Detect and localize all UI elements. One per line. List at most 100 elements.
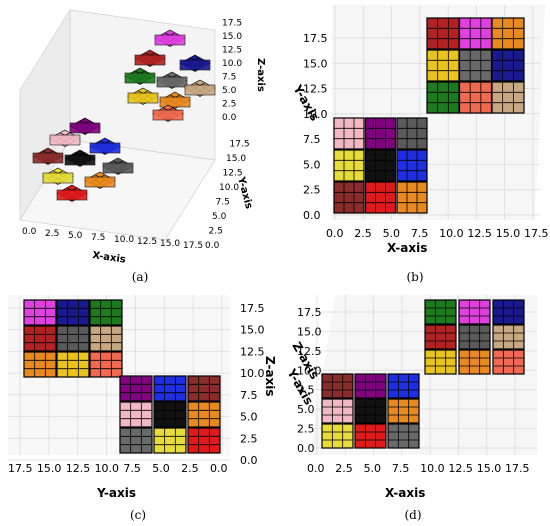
panel-d-x-tick: 2.5 xyxy=(335,462,353,475)
panel-b-x-ticks: 0.0 2.5 5.0 7.5 10.0 12.5 15.0 17.5 xyxy=(326,227,549,240)
panel-c-cube xyxy=(56,299,90,326)
panel-c-x-ticks: 17.5 15.0 12.5 10.0 7.5 5.0 2.5 0.0 xyxy=(8,462,228,475)
panel-d-y-tick: 12.5 xyxy=(297,345,322,358)
panel-d-cube xyxy=(458,299,491,325)
caption-d: (d) xyxy=(404,508,422,522)
panel-d-cube xyxy=(458,349,491,375)
panel-a-cube xyxy=(102,157,134,175)
panel-d-cube xyxy=(492,324,525,350)
panel-c-cube xyxy=(153,375,187,402)
panel-c-x-tick: 12.5 xyxy=(66,462,91,475)
panel-d-xlabel: X-axis xyxy=(385,486,425,500)
panel-d: 0.0 2.5 5.0 7.5 10.0 12.5 15.0 17.5 0.0 2.5 5.0 7.… xyxy=(275,290,550,500)
caption-a: (a) xyxy=(131,270,149,284)
panel-b-cube xyxy=(426,17,460,50)
panel-a-cube xyxy=(184,79,216,97)
panel-d-cubes xyxy=(321,299,525,449)
panel-d-cube xyxy=(458,324,491,350)
panel-a-cube xyxy=(32,147,64,165)
panel-a-cube xyxy=(56,184,88,202)
panel-c-cube xyxy=(56,351,90,378)
panel-b-cube xyxy=(458,81,493,114)
panel-d-cube xyxy=(321,373,354,399)
panel-d-y-ticks: 0.0 2.5 5.0 7.5 10.0 12.5 15.0 17.5 xyxy=(297,306,322,455)
panel-d-cube xyxy=(354,423,387,449)
panel-d-cube xyxy=(424,349,457,375)
panel-b-y-tick: 12.5 xyxy=(303,83,328,96)
panel-a-z-tick: 15.0 xyxy=(222,32,242,42)
panel-c-z-tick: 0.0 xyxy=(240,454,258,467)
panel-a-cube xyxy=(84,171,116,189)
panel-a-cube xyxy=(156,71,188,89)
panel-d-cube xyxy=(492,349,525,375)
panel-c-cubes xyxy=(23,299,221,454)
panel-d-cube xyxy=(492,299,525,325)
panel-a-z-tick: 12.5 xyxy=(222,46,242,56)
panel-a-z-tick: 0.0 xyxy=(222,113,237,123)
panel-c-cube xyxy=(187,375,221,402)
panel-a-y-tick: 2.5 xyxy=(209,227,223,237)
panel-a-z-tick: 5.0 xyxy=(222,86,237,96)
panel-c-plot: 0.02.55.07.510.012.515.017.5 17.5 15.0 12.… xyxy=(8,295,277,500)
panel-c-cube xyxy=(56,325,90,352)
panel-a-y-tick: 5.0 xyxy=(212,212,227,222)
panel-c-cube xyxy=(119,401,153,428)
panel-c-zlabel: Z-axis xyxy=(263,356,275,397)
panel-b-x-tick: 10.0 xyxy=(439,227,464,240)
panel-c-x-tick: 7.5 xyxy=(123,462,141,475)
panel-d-x-ticks: 0.0 2.5 5.0 7.5 10.0 12.5 15.0 17.5 xyxy=(307,462,530,475)
panel-c-z-tick: 17.5 xyxy=(240,302,265,315)
panel-a: Z-axis Y-axis X-axis 0.0 2.5 5.0 7.5 10.0 12.… xyxy=(0,0,275,266)
panel-d-x-tick: 15.0 xyxy=(477,462,502,475)
panel-d-cube xyxy=(354,373,387,399)
panel-b-cube xyxy=(426,49,460,82)
panel-c-z-tick: 12.5 xyxy=(240,345,265,358)
panel-a-y-tick: 0.0 xyxy=(205,241,220,251)
panel-a-cube xyxy=(134,49,166,67)
panel-d-y-tick: 15.0 xyxy=(297,325,322,338)
panel-a-cube xyxy=(69,117,101,135)
panel-d-x-tick: 7.5 xyxy=(392,462,410,475)
panel-a-x-tick: 7.5 xyxy=(91,233,105,243)
panel-b-cube xyxy=(364,117,397,150)
panel-b-x-tick: 17.5 xyxy=(524,227,549,240)
panel-d-y-tick: 5.0 xyxy=(297,403,315,416)
panel-b-x-tick: 12.5 xyxy=(467,227,492,240)
panel-a-cube xyxy=(159,91,191,109)
panel-a-xlabel: X-axis xyxy=(92,250,127,265)
panel-a-cube xyxy=(124,67,156,85)
panel-a-x-tick: 12.5 xyxy=(137,237,157,247)
panel-c-z-tick: 10.0 xyxy=(240,367,265,380)
panel-b-y-tick: 5.0 xyxy=(303,158,321,171)
panel-d-cube xyxy=(387,373,420,399)
panel-c-cube xyxy=(153,427,187,454)
panel-c-x-tick: 17.5 xyxy=(8,462,33,475)
panel-b-cube xyxy=(396,117,428,150)
panel-a-cube-clusters xyxy=(32,29,216,202)
panel-b-cube xyxy=(458,17,493,50)
panel-b-cube xyxy=(458,49,493,82)
panel-b-y-ticks: 0.0 2.5 5.0 7.5 10.0 12.5 15.0 17.5 xyxy=(303,32,328,222)
panel-d-y-tick: 10.0 xyxy=(297,364,322,377)
panel-c-cube xyxy=(187,427,221,454)
panel-a-plot: Z-axis Y-axis X-axis 0.02.55.07.510.012.… xyxy=(19,8,266,266)
panel-b-xlabel: X-axis xyxy=(387,241,427,255)
panel-a-x-tick: 10.0 xyxy=(114,235,134,245)
panel-d-cube xyxy=(424,324,457,350)
panel-c-cube xyxy=(187,401,221,428)
panel-a-y-tick: 12.5 xyxy=(223,169,243,179)
panel-c-z-tick: 5.0 xyxy=(240,411,258,424)
panel-b-cubes xyxy=(333,17,525,214)
panel-b-cube xyxy=(333,181,365,214)
panel-b-cube xyxy=(333,149,365,182)
panel-a-y-tick: 10.0 xyxy=(219,183,239,193)
panel-c-xlabel: Y-axis xyxy=(96,486,136,500)
panel-a-cube xyxy=(49,129,81,147)
panel-b: 0.0 2.5 5.0 7.5 10.0 12.5 15.0 17.5 0.0 2.5 5.0 7.… xyxy=(275,0,550,265)
panel-a-cube xyxy=(64,149,96,167)
panel-c-cube xyxy=(119,375,153,402)
panel-b-y-tick: 10.0 xyxy=(303,108,328,121)
panel-c-x-tick: 0.0 xyxy=(210,462,228,475)
panel-b-cube xyxy=(491,81,525,114)
panel-a-z-tick: 2.5 xyxy=(222,100,236,110)
